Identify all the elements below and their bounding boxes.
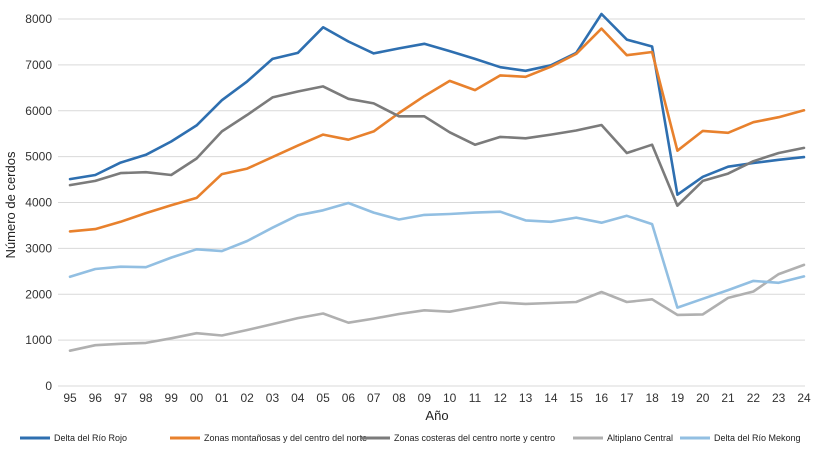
x-tick-label: 98 — [139, 391, 153, 405]
series-line-4 — [68, 201, 806, 309]
legend-label-4: Delta del Río Mekong — [714, 433, 801, 443]
x-tick-label: 19 — [671, 391, 685, 405]
x-tick-label: 13 — [519, 391, 533, 405]
y-tick-label: 2000 — [25, 287, 52, 301]
x-tick-label: 07 — [367, 391, 381, 405]
x-tick-label: 97 — [114, 391, 128, 405]
x-tick-label: 12 — [494, 391, 508, 405]
y-tick-label: 0 — [45, 379, 52, 393]
x-tick-label: 95 — [63, 391, 77, 405]
y-tick-label: 4000 — [25, 196, 52, 210]
x-tick-label: 16 — [595, 391, 609, 405]
x-tick-label: 10 — [443, 391, 457, 405]
x-tick-label: 03 — [266, 391, 280, 405]
legend: Delta del Río Rojo Zonas montañosas y del… — [20, 433, 801, 443]
x-tick-label: 21 — [721, 391, 735, 405]
x-tick-label: 05 — [316, 391, 330, 405]
series-line-1 — [68, 27, 806, 233]
x-tick-label: 11 — [469, 391, 482, 405]
y-tick-label: 3000 — [25, 241, 52, 255]
x-tick-label: 00 — [190, 391, 204, 405]
x-tick-label: 08 — [392, 391, 406, 405]
series-line-3 — [68, 263, 806, 352]
x-tick-label: 14 — [544, 391, 558, 405]
y-tick-label: 6000 — [25, 104, 52, 118]
y-axis-ticks: 0 1000 2000 3000 4000 5000 6000 7000 8000 — [25, 12, 52, 393]
x-tick-label: 02 — [240, 391, 254, 405]
y-tick-label: 7000 — [25, 58, 52, 72]
x-axis-ticks: 95 96 97 98 99 00 01 02 03 04 05 06 07 08 09 10 11 12 13 14… — [63, 391, 811, 405]
series-line-2 — [68, 85, 806, 207]
x-tick-label: 06 — [342, 391, 356, 405]
y-tick-label: 5000 — [25, 150, 52, 164]
y-tick-label: 8000 — [25, 12, 52, 26]
x-tick-label: 22 — [747, 391, 761, 405]
gridlines — [58, 18, 805, 387]
x-tick-label: 04 — [291, 391, 305, 405]
x-tick-label: 24 — [797, 391, 811, 405]
x-tick-label: 15 — [570, 391, 584, 405]
legend-label-0: Delta del Río Rojo — [54, 433, 127, 443]
y-axis-title: Número de cerdos — [3, 151, 18, 258]
legend-label-2: Zonas costeras del centro norte y centro — [394, 433, 555, 443]
x-tick-label: 20 — [696, 391, 710, 405]
x-tick-label: 23 — [772, 391, 786, 405]
legend-label-3: Altiplano Central — [607, 433, 673, 443]
x-tick-label: 09 — [418, 391, 432, 405]
x-tick-label: 17 — [620, 391, 634, 405]
series-line-0 — [68, 12, 806, 196]
y-tick-label: 1000 — [25, 333, 52, 347]
legend-label-1: Zonas montañosas y del centro del norte — [204, 433, 367, 443]
x-tick-label: 96 — [89, 391, 103, 405]
x-axis-title: Año — [425, 408, 448, 423]
x-tick-label: 01 — [215, 391, 229, 405]
x-tick-label: 18 — [645, 391, 659, 405]
series-lines — [68, 12, 806, 352]
x-tick-label: 99 — [165, 391, 179, 405]
